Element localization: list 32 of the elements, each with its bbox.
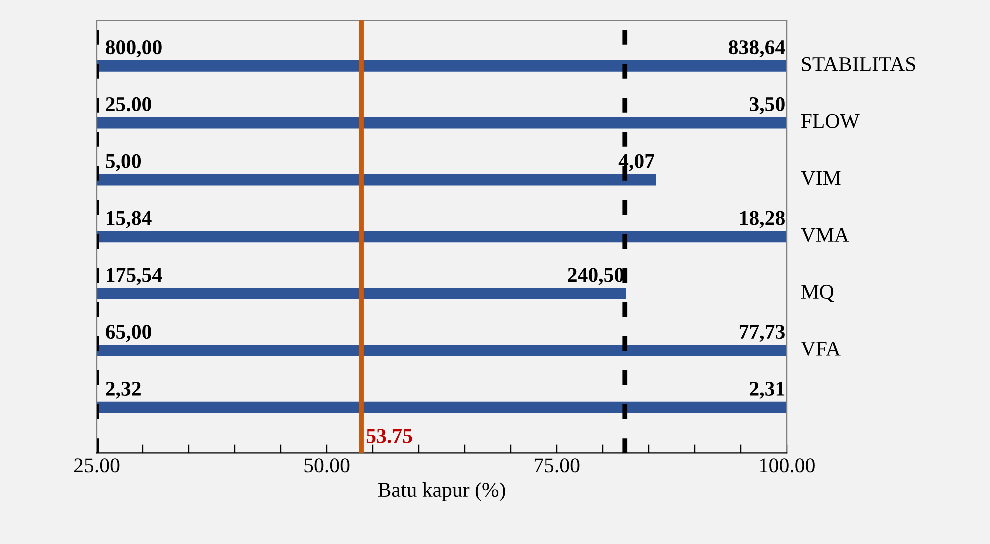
x-axis-title: Batu kapur (%) xyxy=(378,482,506,502)
annotation: 25.00 xyxy=(106,97,152,112)
y-tick-label: MQ xyxy=(801,285,834,302)
y-tick-label: STABILITAS xyxy=(802,57,916,72)
y-tick-label: VMA xyxy=(801,228,850,242)
annotation: 77,73 xyxy=(740,325,785,342)
bar xyxy=(97,60,788,72)
annotation: 175,54 xyxy=(107,268,162,286)
x-tick-label: 25.00 xyxy=(74,458,120,473)
bar xyxy=(97,288,626,300)
annotation: 3,50 xyxy=(750,97,785,114)
annotation: 838,64 xyxy=(729,40,786,58)
ref-line-label: 53.75 xyxy=(366,429,412,444)
annotation: 2,31 xyxy=(750,382,785,400)
bar xyxy=(97,174,656,186)
bar xyxy=(97,345,788,356)
y-tick-label: FLOW xyxy=(801,114,860,128)
bar xyxy=(97,231,788,243)
annotation: 4,07 xyxy=(618,154,655,172)
bar xyxy=(97,117,788,129)
annotation: 5,00 xyxy=(106,154,142,172)
x-tick-label: 75.00 xyxy=(534,458,580,473)
annotation: 2,32 xyxy=(106,382,141,400)
annotation: 800,00 xyxy=(106,40,162,58)
x-tick-label: 100.00 xyxy=(760,458,815,473)
bar xyxy=(97,402,788,414)
x-tick-label: 50.00 xyxy=(304,458,350,473)
annotation: 65,00 xyxy=(106,325,152,342)
y-tick-label: VFA xyxy=(801,342,841,356)
y-tick-label: VIM xyxy=(801,171,841,186)
annotation: 15,84 xyxy=(107,211,152,228)
annotation: 18,28 xyxy=(740,211,785,228)
